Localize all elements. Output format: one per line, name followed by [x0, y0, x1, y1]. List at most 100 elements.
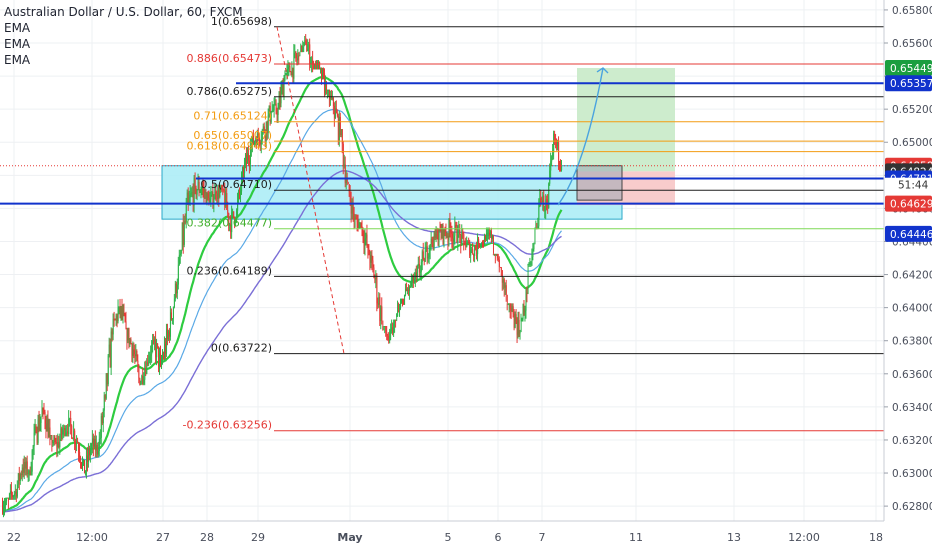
candle-body — [545, 199, 547, 211]
projection-arrow[interactable] — [557, 67, 604, 206]
candle-body — [285, 73, 287, 76]
candle-body — [76, 441, 78, 444]
candle-body — [335, 108, 337, 114]
candle-body — [4, 505, 6, 508]
candle-body — [360, 222, 362, 227]
price-tick-label: 0.64200 — [892, 270, 932, 282]
candle-body — [113, 318, 115, 320]
candle-body — [409, 286, 411, 291]
candle-body — [498, 259, 500, 267]
candle-body — [340, 129, 342, 135]
price-tag[interactable]: 0.64446 — [885, 225, 932, 242]
countdown-bg — [885, 177, 932, 193]
candle-body — [300, 45, 302, 53]
candle-body — [304, 40, 306, 43]
candle-body — [272, 110, 274, 112]
candle-body — [23, 461, 25, 473]
candle-body — [230, 224, 232, 233]
candle-body — [276, 111, 278, 115]
candle-body — [297, 55, 299, 61]
candle-body — [116, 315, 118, 322]
candle-body — [279, 96, 281, 104]
candle-body — [198, 182, 200, 193]
candle-body — [485, 236, 487, 240]
candle-body — [439, 228, 441, 232]
candle-body — [529, 265, 531, 267]
candle-body — [53, 436, 55, 443]
candle-body — [171, 312, 173, 320]
candle-body — [125, 321, 127, 329]
candle-body — [91, 443, 93, 448]
candle-body — [384, 325, 386, 327]
indicator-ema-2[interactable]: EMA — [4, 37, 31, 51]
candle-body — [236, 210, 238, 221]
candle-body — [182, 222, 184, 245]
candle-body — [256, 133, 258, 145]
candle-body — [400, 303, 402, 308]
candle-body — [248, 153, 250, 161]
symbol-title[interactable]: Australian Dollar / U.S. Dollar, 60, FXC… — [4, 5, 243, 19]
candle-body — [27, 473, 29, 475]
candle-body — [22, 467, 24, 473]
demand-zone[interactable] — [161, 165, 623, 220]
fib-level-label: 0.382(0.64477) — [186, 217, 272, 230]
price-tag[interactable]: 0.65357 — [885, 75, 932, 92]
candle-body — [35, 426, 37, 433]
candle-body — [375, 275, 377, 280]
price-tag[interactable]: 0.64629 — [885, 195, 932, 212]
candle-body — [288, 66, 290, 68]
candle-body — [551, 156, 553, 162]
candle-body — [390, 329, 392, 331]
candle-body — [417, 263, 419, 266]
candle-body — [522, 309, 524, 320]
time-tick-label: May — [337, 531, 362, 544]
candle-body — [466, 242, 468, 248]
position-target-area[interactable] — [577, 67, 675, 172]
price-axis-bg — [884, 0, 932, 550]
candle-body — [269, 105, 271, 123]
candle-body — [217, 188, 219, 199]
candle-body — [126, 328, 128, 341]
candle-body — [34, 426, 36, 433]
candle-body — [367, 245, 369, 249]
candle-body — [492, 235, 494, 254]
candle-body — [327, 89, 329, 91]
candle-body — [274, 103, 276, 105]
candle-body — [77, 441, 79, 443]
candle-body — [336, 113, 338, 116]
indicator-ema-3[interactable]: EMA — [4, 53, 31, 67]
candle-body — [25, 461, 27, 469]
fib-level-label: 1(0.65698) — [211, 15, 272, 28]
price-tag-label: 0.64629 — [890, 199, 932, 211]
candle-body — [445, 231, 447, 237]
indicator-ema-1[interactable]: EMA — [4, 21, 31, 35]
candle-body — [78, 442, 80, 452]
candle-body — [108, 344, 110, 356]
candle-body — [476, 249, 478, 255]
candle-body — [372, 260, 374, 268]
candle-body — [549, 170, 551, 184]
candle-body — [155, 339, 157, 358]
candle-body — [521, 319, 523, 322]
price-tag[interactable]: 0.65449 — [885, 59, 932, 76]
candle-body — [540, 198, 542, 200]
candle-body — [127, 327, 129, 341]
fib-level-label: 0.65(0.65007) — [193, 129, 272, 142]
candle-body — [187, 192, 189, 205]
candle-body — [366, 234, 368, 246]
candle-body — [552, 152, 554, 157]
candle-body — [420, 262, 422, 272]
candle-body — [542, 195, 544, 203]
candle-body — [403, 299, 405, 305]
time-tick-label: 12:00 — [788, 531, 820, 544]
candle-body — [253, 141, 255, 145]
candle-body — [323, 68, 325, 74]
candle-body — [16, 484, 18, 497]
candle-body — [13, 493, 15, 497]
candle-body — [554, 133, 556, 139]
candle-body — [527, 265, 529, 295]
candle-body — [284, 75, 286, 80]
candle-body — [210, 195, 212, 200]
